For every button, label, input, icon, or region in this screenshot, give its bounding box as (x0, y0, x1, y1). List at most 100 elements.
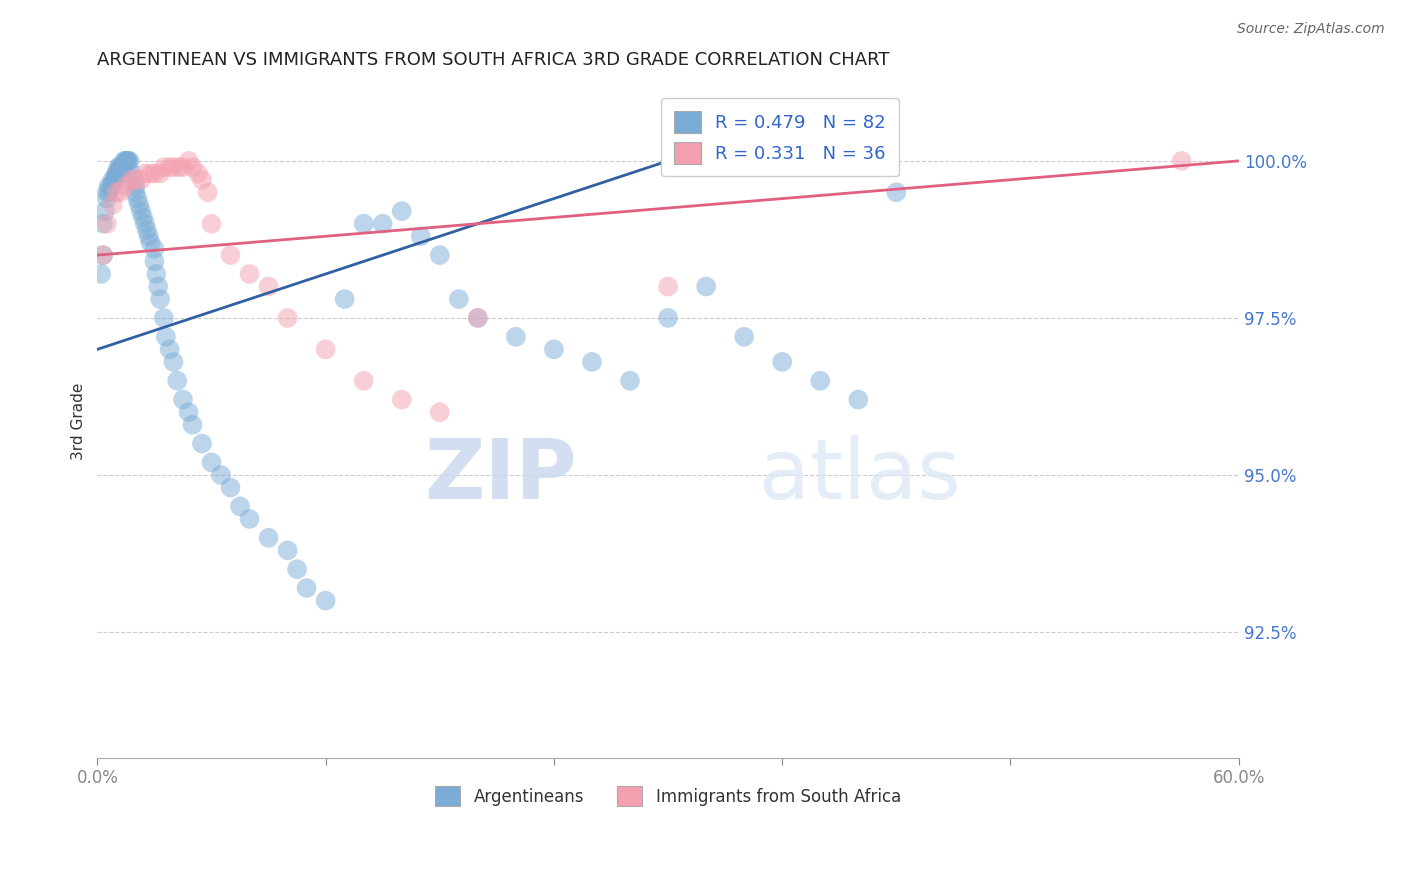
Point (124, 172, 146, 186)
Point (543, 343, 565, 357)
Point (467, 310, 489, 325)
Point (467, 310, 489, 325)
Point (166, 374, 188, 388)
Point (138, 229, 160, 244)
Point (695, 279, 717, 293)
Point (115, 179, 138, 194)
Point (107, 160, 129, 174)
Point (143, 166, 166, 180)
Point (1170, 153, 1192, 168)
Point (91, 248, 114, 262)
Point (135, 223, 157, 237)
Point (277, 310, 299, 325)
Point (162, 355, 184, 369)
Point (371, 217, 394, 231)
Point (122, 172, 145, 186)
Point (238, 512, 260, 526)
Point (155, 330, 177, 344)
Point (197, 186, 219, 200)
Point (657, 279, 679, 293)
Point (97, 186, 120, 200)
Point (91, 248, 114, 262)
Point (129, 204, 152, 219)
Point (94, 204, 117, 219)
Point (581, 355, 603, 369)
Point (257, 279, 280, 293)
Point (139, 235, 162, 250)
Point (159, 343, 181, 357)
Point (353, 374, 375, 388)
Point (238, 267, 260, 281)
Point (101, 172, 124, 186)
Point (733, 330, 755, 344)
Point (129, 172, 152, 186)
Point (333, 292, 356, 306)
Point (111, 160, 134, 174)
Point (429, 248, 451, 262)
Point (143, 254, 166, 268)
Point (187, 166, 209, 180)
Point (108, 160, 131, 174)
Point (657, 310, 679, 325)
Point (295, 581, 318, 595)
Point (139, 166, 162, 180)
Point (846, 153, 869, 168)
Point (100, 179, 122, 194)
Point (846, 392, 869, 407)
Point (315, 593, 337, 607)
Point (391, 204, 413, 219)
Point (101, 179, 124, 194)
Y-axis label: 3rd Grade: 3rd Grade (72, 383, 86, 460)
Point (124, 186, 146, 200)
Point (886, 186, 908, 200)
Point (96, 192, 118, 206)
Point (90, 267, 112, 281)
Point (167, 160, 190, 174)
Point (132, 211, 155, 225)
Point (105, 166, 128, 180)
Point (177, 153, 200, 168)
Point (105, 166, 128, 180)
Point (101, 198, 124, 212)
Point (124, 179, 146, 194)
Point (121, 172, 143, 186)
Point (315, 343, 337, 357)
Point (200, 217, 222, 231)
Legend: Argentineans, Immigrants from South Africa: Argentineans, Immigrants from South Afri… (429, 780, 908, 814)
Point (181, 417, 204, 432)
Point (96, 217, 118, 231)
Point (391, 392, 413, 407)
Point (107, 166, 129, 180)
Point (505, 330, 527, 344)
Point (145, 267, 167, 281)
Point (447, 292, 470, 306)
Point (149, 292, 172, 306)
Point (143, 242, 166, 256)
Point (127, 192, 149, 206)
Point (115, 153, 138, 168)
Point (115, 153, 138, 168)
Point (177, 405, 200, 419)
Point (409, 229, 432, 244)
Point (200, 455, 222, 469)
Point (91, 217, 114, 231)
Point (191, 172, 214, 186)
Point (128, 198, 150, 212)
Point (219, 481, 242, 495)
Point (191, 436, 214, 450)
Point (153, 310, 176, 325)
Point (277, 543, 299, 558)
Point (172, 160, 194, 174)
Point (103, 172, 125, 186)
Point (172, 392, 194, 407)
Point (149, 166, 172, 180)
Point (153, 160, 176, 174)
Point (219, 248, 242, 262)
Point (108, 186, 131, 200)
Point (97, 179, 120, 194)
Point (96, 186, 118, 200)
Point (209, 467, 232, 482)
Point (257, 531, 280, 545)
Point (121, 166, 143, 180)
Text: Source: ZipAtlas.com: Source: ZipAtlas.com (1237, 22, 1385, 37)
